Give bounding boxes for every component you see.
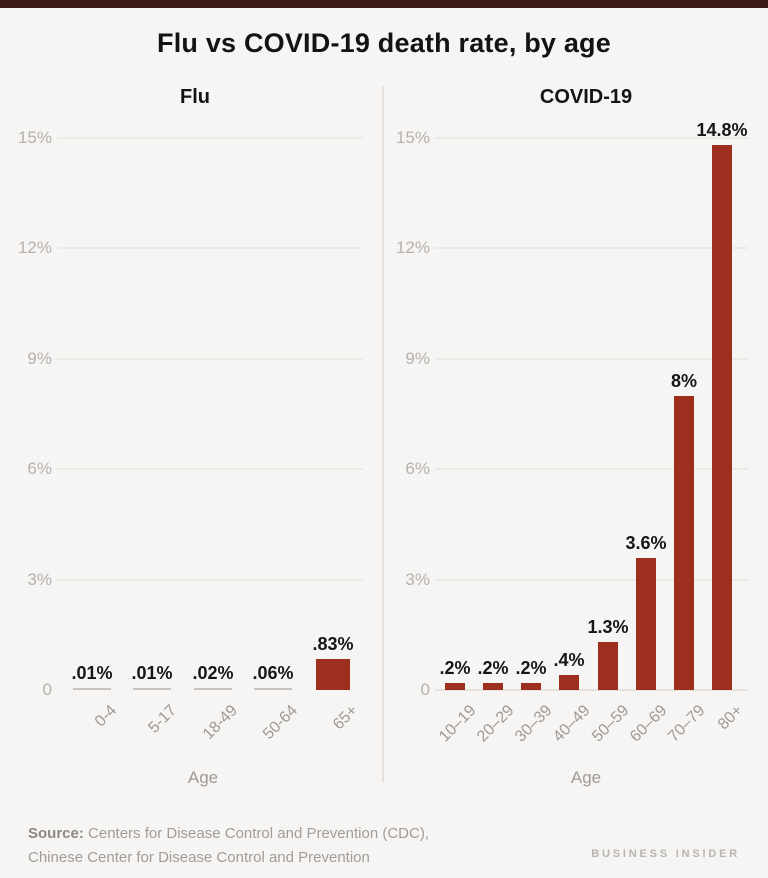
y-tick-label: 15%	[17, 128, 52, 147]
bar	[445, 683, 465, 690]
source-note: Source: Centers for Disease Control and …	[28, 822, 429, 870]
gridline	[435, 357, 748, 360]
x-tick-text: 80+	[714, 702, 747, 734]
gridline	[435, 137, 748, 139]
value-label: 1.3%	[587, 617, 629, 637]
y-tick-label: 15%	[395, 128, 430, 147]
bar	[674, 396, 694, 690]
business-insider-logo: BUSINESS INSIDER	[591, 848, 740, 860]
value-label: .83%	[312, 634, 354, 654]
value-label: .2%	[477, 658, 509, 678]
y-tick-label: 6%	[405, 459, 430, 479]
value-label: .01%	[131, 663, 173, 683]
y-tick-label: 9%	[405, 348, 430, 368]
source-label: Source:	[28, 825, 84, 842]
chart-divider-line	[382, 86, 384, 782]
value-label: .02%	[192, 663, 234, 683]
covid-x-axis-title: Age	[570, 768, 602, 787]
y-tick-label: 9%	[27, 348, 52, 368]
zero-baseline	[435, 689, 748, 691]
bar	[483, 683, 503, 690]
gridline	[57, 468, 363, 471]
value-label: 3.6%	[625, 533, 667, 553]
value-label: .01%	[71, 663, 113, 683]
x-tick-label: 80+	[624, 702, 746, 733]
y-tick-label: 3%	[27, 569, 52, 589]
gridline	[57, 578, 363, 581]
bar	[73, 688, 111, 690]
top-accent-strip	[0, 0, 768, 8]
y-tick-label: 0	[420, 680, 430, 699]
source-text-2: Chinese Center for Disease Control and P…	[28, 849, 370, 866]
flu-x-axis-title: Age	[187, 768, 219, 787]
gridline	[57, 247, 363, 250]
gridline	[57, 137, 363, 139]
bar	[133, 688, 171, 690]
value-label: 8%	[670, 371, 697, 391]
bar	[598, 642, 618, 690]
value-label: .2%	[439, 658, 471, 678]
bar	[194, 688, 232, 690]
flu-chart-title: Flu	[180, 86, 210, 108]
bar	[254, 688, 292, 690]
value-label: 14.8%	[696, 120, 748, 140]
bar	[712, 145, 732, 690]
gridline	[57, 357, 363, 360]
bar	[559, 675, 579, 690]
bar	[521, 683, 541, 690]
value-label: .4%	[553, 650, 585, 670]
covid-chart-title: COVID-19	[539, 86, 633, 108]
y-tick-label: 12%	[17, 238, 52, 258]
bar	[636, 558, 656, 690]
y-tick-label: 12%	[395, 238, 430, 258]
page-title: Flu vs COVID-19 death rate, by age	[157, 28, 611, 58]
gridline	[435, 247, 748, 250]
gridline	[435, 578, 748, 581]
value-label: .06%	[252, 663, 294, 683]
x-tick-label: 65+	[239, 702, 361, 733]
gridline	[435, 468, 748, 471]
bar	[316, 659, 350, 690]
y-tick-label: 3%	[405, 569, 430, 589]
y-tick-label: 6%	[27, 459, 52, 479]
source-line-1: Source: Centers for Disease Control and …	[28, 822, 429, 846]
y-tick-label: 0	[42, 680, 52, 699]
source-line-2: Chinese Center for Disease Control and P…	[28, 846, 429, 870]
source-text-1: Centers for Disease Control and Preventi…	[88, 825, 430, 842]
value-label: .2%	[515, 658, 547, 678]
